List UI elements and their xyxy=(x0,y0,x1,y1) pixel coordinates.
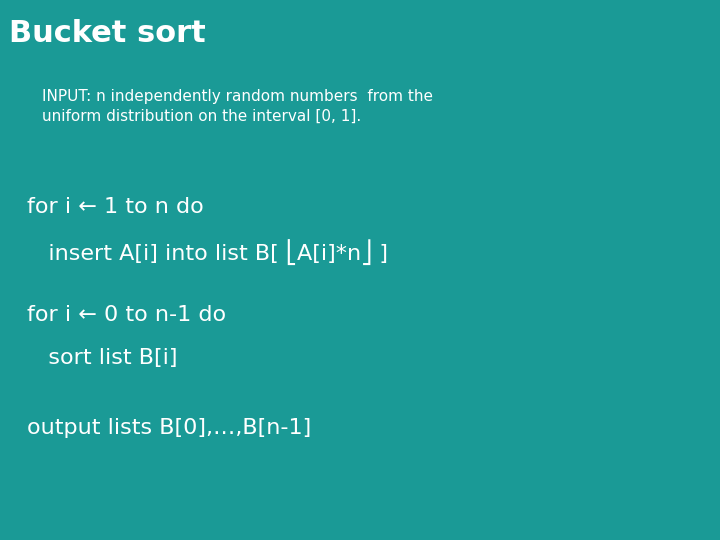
Text: sort list B[i]: sort list B[i] xyxy=(27,348,178,368)
Text: INPUT: n independently random numbers  from the
uniform distribution on the inte: INPUT: n independently random numbers fr… xyxy=(42,89,433,124)
Text: for i ← 1 to n do: for i ← 1 to n do xyxy=(27,197,204,217)
Text: Bucket sort: Bucket sort xyxy=(9,19,205,48)
Text: insert A[i] into list B[ ⎣A[i]*n⎦ ]: insert A[i] into list B[ ⎣A[i]*n⎦ ] xyxy=(27,240,388,266)
Text: for i ← 0 to n-1 do: for i ← 0 to n-1 do xyxy=(27,305,227,325)
Text: output lists B[0],…,B[n-1]: output lists B[0],…,B[n-1] xyxy=(27,418,312,438)
